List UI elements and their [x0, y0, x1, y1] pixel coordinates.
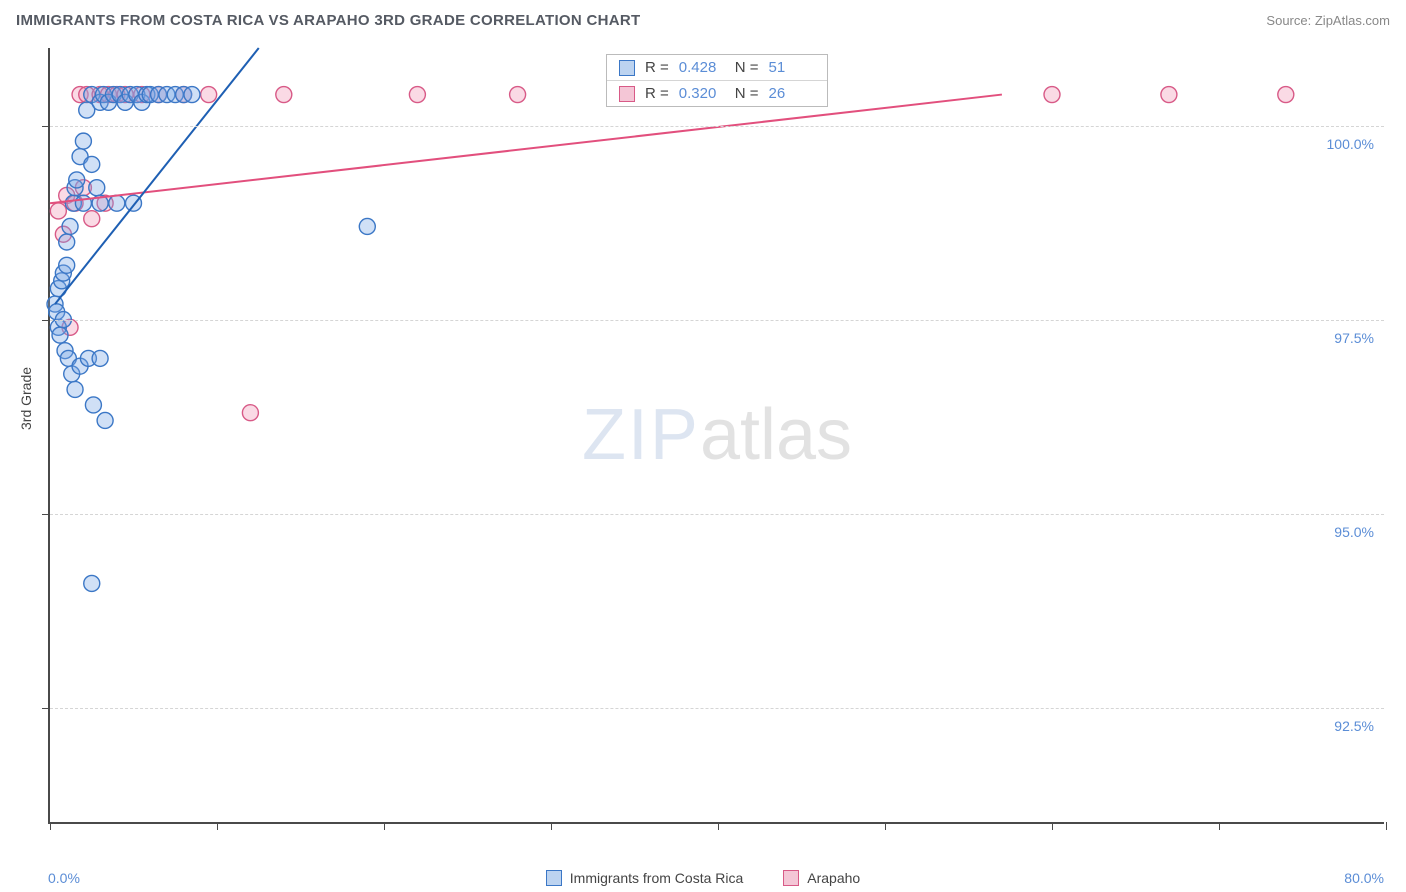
- y-tick: [42, 708, 50, 709]
- scatter-point: [52, 327, 68, 343]
- legend-label-b: Arapaho: [807, 870, 860, 886]
- scatter-point: [75, 133, 91, 149]
- chart-title: IMMIGRANTS FROM COSTA RICA VS ARAPAHO 3R…: [16, 12, 641, 29]
- scatter-point: [242, 405, 258, 421]
- n-label-b: N =: [735, 85, 759, 102]
- y-tick-label: 95.0%: [1334, 524, 1374, 540]
- scatter-point: [50, 203, 66, 219]
- legend-label-a: Immigrants from Costa Rica: [570, 870, 743, 886]
- scatter-svg: [50, 48, 1384, 822]
- scatter-point: [276, 87, 292, 103]
- legend-swatch-b: [783, 870, 799, 886]
- r-label-a: R =: [645, 59, 669, 76]
- legend-item-b: Arapaho: [783, 870, 860, 886]
- x-tick: [551, 822, 552, 830]
- trend-line: [50, 95, 1002, 204]
- swatch-series-a: [619, 60, 635, 76]
- x-tick: [1219, 822, 1220, 830]
- y-tick-label: 92.5%: [1334, 718, 1374, 734]
- scatter-point: [89, 180, 105, 196]
- r-label-b: R =: [645, 85, 669, 102]
- n-value-a: 51: [769, 59, 815, 76]
- scatter-point: [1044, 87, 1060, 103]
- y-tick-label: 97.5%: [1334, 330, 1374, 346]
- plot-area: ZIPatlas R = 0.428 N = 51 R = 0.320 N = …: [48, 48, 1384, 824]
- scatter-point: [97, 412, 113, 428]
- x-tick: [1052, 822, 1053, 830]
- n-label-a: N =: [735, 59, 759, 76]
- scatter-point: [62, 218, 78, 234]
- r-value-b: 0.320: [679, 85, 725, 102]
- gridline-h: [50, 320, 1384, 321]
- gridline-h: [50, 126, 1384, 127]
- x-tick: [217, 822, 218, 830]
- source-value: ZipAtlas.com: [1315, 13, 1390, 28]
- source-label: Source:: [1266, 13, 1311, 28]
- scatter-point: [1278, 87, 1294, 103]
- scatter-point: [85, 397, 101, 413]
- stats-row-a: R = 0.428 N = 51: [607, 55, 827, 81]
- scatter-point: [201, 87, 217, 103]
- x-tick: [384, 822, 385, 830]
- y-tick: [42, 320, 50, 321]
- scatter-point: [69, 172, 85, 188]
- scatter-point: [92, 350, 108, 366]
- scatter-point: [84, 575, 100, 591]
- scatter-point: [184, 87, 200, 103]
- y-tick: [42, 126, 50, 127]
- chart-header: IMMIGRANTS FROM COSTA RICA VS ARAPAHO 3R…: [0, 0, 1406, 40]
- stats-row-b: R = 0.320 N = 26: [607, 81, 827, 106]
- scatter-point: [67, 381, 83, 397]
- scatter-point: [84, 156, 100, 172]
- r-value-a: 0.428: [679, 59, 725, 76]
- x-tick: [718, 822, 719, 830]
- gridline-h: [50, 514, 1384, 515]
- swatch-series-b: [619, 86, 635, 102]
- bottom-legend: Immigrants from Costa Rica Arapaho: [0, 870, 1406, 886]
- scatter-point: [59, 257, 75, 273]
- scatter-point: [409, 87, 425, 103]
- chart-source: Source: ZipAtlas.com: [1266, 13, 1390, 28]
- scatter-point: [109, 195, 125, 211]
- x-tick: [885, 822, 886, 830]
- scatter-point: [359, 218, 375, 234]
- legend-item-a: Immigrants from Costa Rica: [546, 870, 743, 886]
- stats-legend-box: R = 0.428 N = 51 R = 0.320 N = 26: [606, 54, 828, 107]
- y-tick: [42, 514, 50, 515]
- x-tick: [1386, 822, 1387, 830]
- scatter-point: [75, 195, 91, 211]
- n-value-b: 26: [769, 85, 815, 102]
- y-axis-label: 3rd Grade: [18, 367, 34, 430]
- legend-swatch-a: [546, 870, 562, 886]
- gridline-h: [50, 708, 1384, 709]
- scatter-point: [59, 234, 75, 250]
- y-tick-label: 100.0%: [1327, 136, 1374, 152]
- x-tick: [50, 822, 51, 830]
- scatter-point: [1161, 87, 1177, 103]
- scatter-point: [84, 211, 100, 227]
- scatter-point: [510, 87, 526, 103]
